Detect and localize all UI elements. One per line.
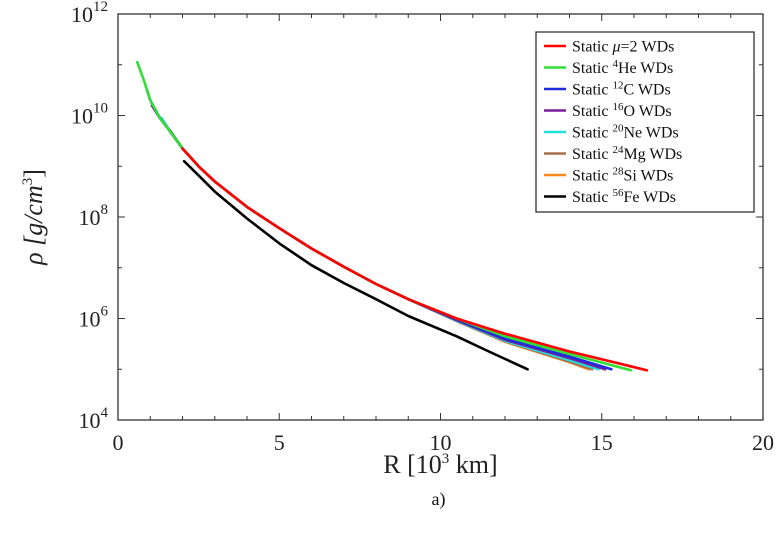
y-tick-label: 1012 xyxy=(71,0,108,27)
legend-box xyxy=(535,31,755,213)
legend-entry: Static 56Fe WDs xyxy=(572,187,676,206)
legend-entry: Static 4He WDs xyxy=(572,58,673,77)
x-tick-label: 15 xyxy=(591,430,613,455)
x-axis-label: R [103 km] xyxy=(383,450,497,479)
x-tick-label: 0 xyxy=(113,430,124,455)
series-lines xyxy=(136,60,649,372)
y-tick-label: 106 xyxy=(79,304,109,332)
legend-entry: Static 20Ne WDs xyxy=(572,123,679,142)
series-line-1 xyxy=(181,147,649,372)
legend-entry: Static 24Mg WDs xyxy=(572,144,682,163)
x-tick-label: 20 xyxy=(752,430,774,455)
tick-labels: 0 5 10 15 20 104 106 108 1010 1012 xyxy=(71,0,774,455)
series-line-8 xyxy=(182,159,529,371)
x-tick-label: 10 xyxy=(430,430,452,455)
plot-frame xyxy=(117,13,764,421)
legend-entry: Static 16O WDs xyxy=(572,101,672,120)
y-tick-label: 108 xyxy=(79,202,109,230)
legend-entry: Static 28Si WDs xyxy=(572,166,673,185)
series-line-5 xyxy=(160,116,600,371)
y-tick-label: 1010 xyxy=(71,101,108,129)
y-axis-label: ρ [g/cm3] xyxy=(19,169,48,266)
legend-entry: Static 12C WDs xyxy=(572,80,671,99)
legend-entry: Static μ=2 WDs xyxy=(572,39,674,56)
tick-marks xyxy=(117,13,764,421)
y-tick-label: 104 xyxy=(79,405,109,433)
series-line-6 xyxy=(168,128,594,371)
x-tick-label: 5 xyxy=(274,430,285,455)
series-line-7 xyxy=(178,142,591,371)
legend: Static μ=2 WDs Static 4He WDs Static 12C W… xyxy=(535,31,755,213)
figure-caption: a) xyxy=(432,489,446,510)
